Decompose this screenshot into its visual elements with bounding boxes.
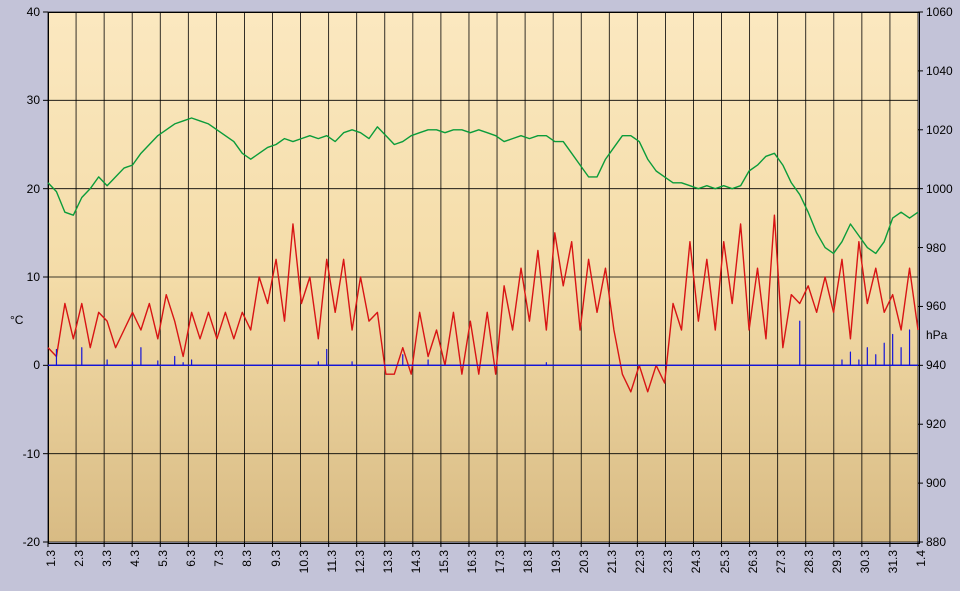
x-tick-label: 1.4 xyxy=(914,550,928,567)
x-tick-label: 31.3 xyxy=(886,550,900,573)
right-tick-label: 1020 xyxy=(926,123,953,137)
x-tick-label: 28.3 xyxy=(802,550,816,573)
right-tick-label: 940 xyxy=(926,358,946,372)
x-tick-label: 8.3 xyxy=(240,550,254,567)
x-tick-label: 3.3 xyxy=(100,550,114,567)
x-tick-label: 18.3 xyxy=(521,550,535,573)
x-tick-label: 4.3 xyxy=(128,550,142,567)
x-tick-label: 15.3 xyxy=(437,550,451,573)
x-tick-label: 23.3 xyxy=(661,550,675,573)
x-tick-label: 24.3 xyxy=(689,550,703,573)
x-tick-label: 17.3 xyxy=(493,550,507,573)
x-tick-label: 7.3 xyxy=(212,550,226,567)
x-tick-label: 25.3 xyxy=(718,550,732,573)
left-tick-label: 10 xyxy=(10,270,40,284)
x-tick-label: 29.3 xyxy=(830,550,844,573)
x-tick-label: 30.3 xyxy=(858,550,872,573)
x-tick-label: 5.3 xyxy=(156,550,170,567)
right-tick-label: 1040 xyxy=(926,64,953,78)
x-tick-label: 16.3 xyxy=(465,550,479,573)
left-tick-label: 20 xyxy=(10,182,40,196)
left-axis-unit: °C xyxy=(10,313,23,327)
right-tick-label: 960 xyxy=(926,299,946,313)
left-tick-label: 40 xyxy=(10,5,40,19)
x-tick-label: 27.3 xyxy=(774,550,788,573)
right-tick-label: 880 xyxy=(926,535,946,549)
x-tick-label: 10.3 xyxy=(297,550,311,573)
right-tick-label: 1060 xyxy=(926,5,953,19)
right-tick-label: 980 xyxy=(926,241,946,255)
right-tick-label: 900 xyxy=(926,476,946,490)
left-tick-label: 30 xyxy=(10,93,40,107)
x-tick-label: 14.3 xyxy=(409,550,423,573)
left-tick-label: -20 xyxy=(10,535,40,549)
series-line xyxy=(48,118,918,253)
left-tick-label: 0 xyxy=(10,358,40,372)
x-tick-label: 26.3 xyxy=(746,550,760,573)
series-svg xyxy=(0,0,960,591)
x-tick-label: 22.3 xyxy=(633,550,647,573)
chart-container: -20-100102030408809009209409609801000102… xyxy=(0,0,960,591)
x-tick-label: 2.3 xyxy=(72,550,86,567)
x-tick-label: 20.3 xyxy=(577,550,591,573)
right-tick-label: 1000 xyxy=(926,182,953,196)
x-tick-label: 12.3 xyxy=(353,550,367,573)
left-tick-label: -10 xyxy=(10,447,40,461)
x-tick-label: 9.3 xyxy=(269,550,283,567)
x-tick-label: 1.3 xyxy=(44,550,58,567)
x-tick-label: 21.3 xyxy=(605,550,619,573)
x-tick-label: 19.3 xyxy=(549,550,563,573)
x-tick-label: 13.3 xyxy=(381,550,395,573)
x-tick-label: 11.3 xyxy=(325,550,339,572)
x-tick-label: 6.3 xyxy=(184,550,198,567)
right-tick-label: 920 xyxy=(926,417,946,431)
right-axis-unit: hPa xyxy=(926,328,947,342)
